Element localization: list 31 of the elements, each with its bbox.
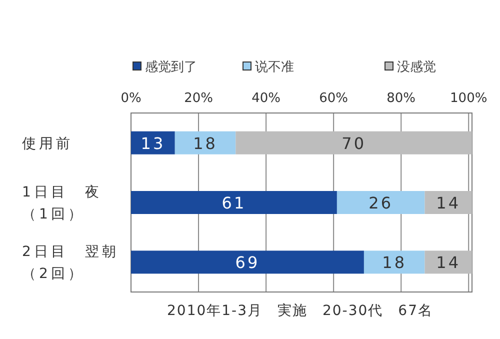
data-label: 13 xyxy=(140,134,166,153)
bar xyxy=(424,250,472,274)
bar xyxy=(236,131,472,154)
legend-label: 没感觉 xyxy=(397,60,436,75)
y-tick-label: 2日目 翌朝（2回） xyxy=(22,244,119,282)
data-label: 18 xyxy=(382,253,407,272)
x-tick-label: 20% xyxy=(184,91,213,106)
y-tick-label: 1日目 夜（1回） xyxy=(22,184,102,222)
x-tick-label: 60% xyxy=(319,91,348,106)
bar xyxy=(174,131,236,154)
bar xyxy=(424,191,472,214)
bar xyxy=(131,131,175,154)
y-tick-label: 使用前 xyxy=(22,136,73,152)
data-label: 26 xyxy=(368,194,394,212)
data-label: 18 xyxy=(193,134,218,153)
x-tick-label: 40% xyxy=(252,91,281,106)
bar xyxy=(364,250,425,274)
bar xyxy=(131,250,364,274)
x-tick-label: 80% xyxy=(386,91,416,106)
x-tick-label: 100% xyxy=(450,91,488,106)
legend-label: 说不准 xyxy=(255,60,294,75)
legend-label: 感觉到了 xyxy=(145,60,197,75)
data-label: 14 xyxy=(436,253,461,272)
x-tick-label: 0% xyxy=(120,91,142,106)
data-label: 14 xyxy=(436,194,461,212)
bar xyxy=(131,191,337,214)
bar xyxy=(336,191,425,214)
data-label: 70 xyxy=(342,134,366,153)
data-label: 69 xyxy=(235,253,260,272)
text: 2010年1-3月 実施 20-30代 67名 xyxy=(167,303,433,319)
data-label: 61 xyxy=(222,194,246,212)
